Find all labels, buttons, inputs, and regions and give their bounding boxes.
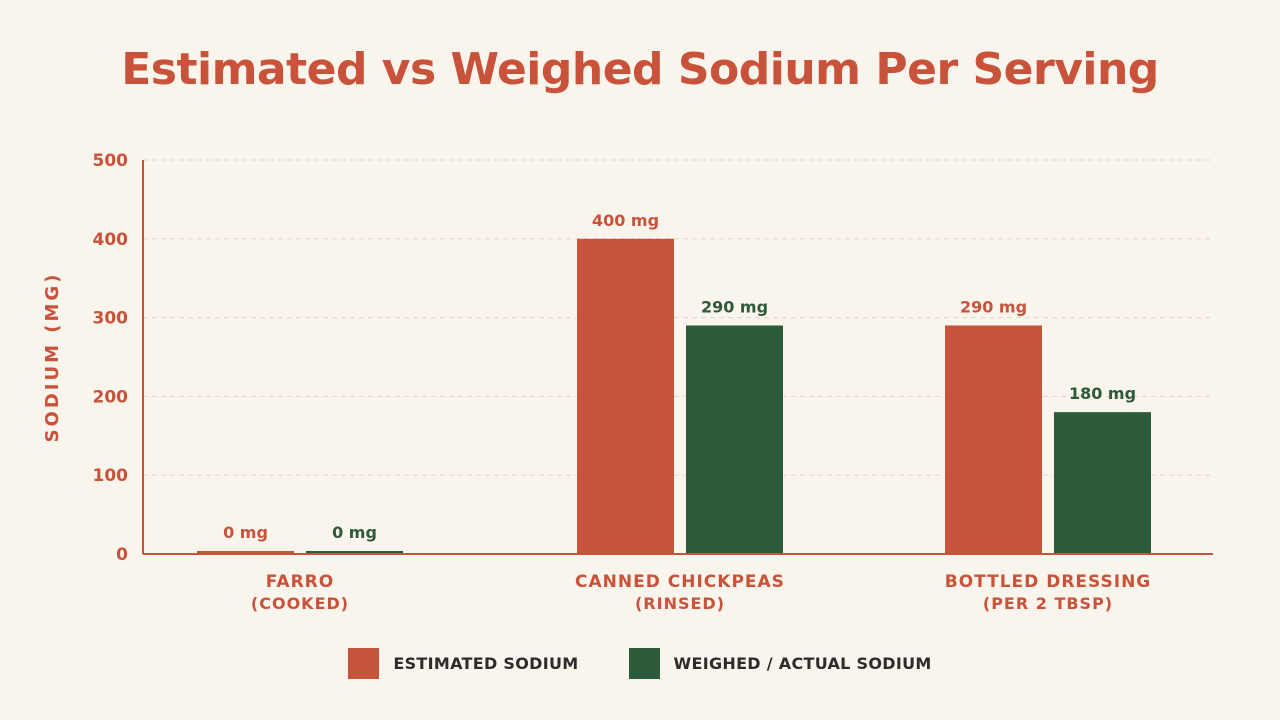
x-tick-label-1-line1: CANNED CHICKPEAS	[575, 572, 785, 592]
y-tick-label-400: 400	[93, 230, 129, 250]
x-tick-label-1-line2: (RINSED)	[635, 594, 725, 613]
legend-label-estimated: ESTIMATED SODIUM	[393, 654, 579, 673]
data-label-1-0: 0 mg	[332, 523, 377, 542]
legend-item-weighed: WEIGHED / ACTUAL SODIUM	[628, 648, 932, 679]
data-label-1-2: 180 mg	[1069, 384, 1136, 403]
bar-1-2	[1054, 412, 1151, 554]
data-label-0-1: 400 mg	[592, 211, 659, 230]
x-tick-label-0-line2: (COOKED)	[251, 594, 349, 613]
bar-0-0	[197, 551, 294, 554]
grid-lines	[143, 159, 1213, 476]
y-tick-label-300: 300	[93, 309, 129, 329]
legend: ESTIMATED SODIUM WEIGHED / ACTUAL SODIUM	[0, 648, 1280, 679]
x-tick-label-2-line1: BOTTLED DRESSING	[945, 572, 1152, 592]
y-tick-label-200: 200	[93, 387, 129, 407]
data-label-1-1: 290 mg	[701, 297, 768, 316]
bar-0-1	[577, 238, 674, 555]
legend-label-weighed: WEIGHED / ACTUAL SODIUM	[673, 654, 932, 673]
legend-item-estimated: ESTIMATED SODIUM	[348, 648, 578, 679]
legend-swatch-weighed	[628, 648, 660, 679]
data-label-0-0: 0 mg	[223, 523, 268, 542]
x-tick-label-2-line2: (PER 2 TBSP)	[983, 594, 1113, 613]
data-label-0-2: 290 mg	[960, 297, 1027, 316]
chart-title: Estimated vs Weighed Sodium Per Serving	[121, 44, 1159, 95]
y-tick-label-100: 100	[93, 466, 129, 486]
bars	[197, 238, 1151, 555]
bar-1-1	[686, 325, 783, 554]
axes	[142, 160, 1213, 555]
y-tick-label-0: 0	[116, 545, 128, 565]
y-tick-label-500: 500	[93, 151, 129, 171]
y-axis-title: SODIUM (MG)	[42, 272, 63, 443]
bar-0-2	[945, 325, 1042, 554]
legend-swatch-estimated	[348, 648, 380, 679]
bar-1-0	[306, 551, 403, 554]
labels: 0 100 200 300 400 500 SODIUM (MG) 0 mg 0 mg FARRO…	[42, 151, 1152, 613]
x-tick-label-0-line1: FARRO	[266, 572, 334, 592]
